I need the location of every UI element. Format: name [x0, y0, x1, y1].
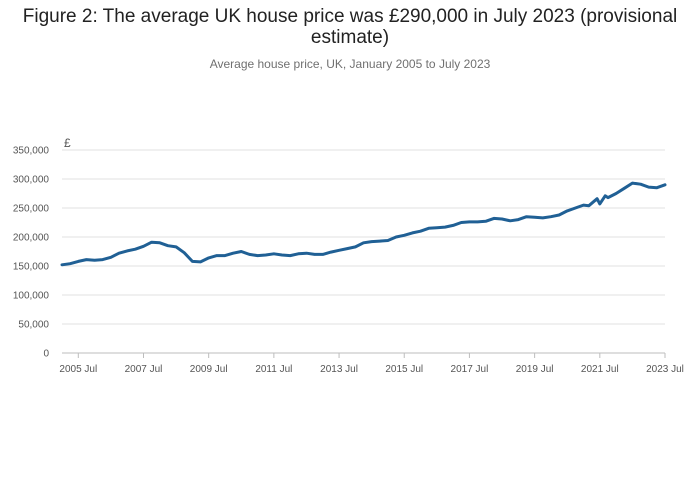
y-axis-unit: £: [64, 136, 71, 150]
series-line-average-house-price: [60, 181, 667, 267]
x-tick-label: 2015 Jul: [385, 364, 423, 375]
x-tick-label: 2013 Jul: [320, 364, 358, 375]
chart-title: Figure 2: The average UK house price was…: [22, 6, 678, 48]
x-tick-label: 2009 Jul: [190, 364, 228, 375]
y-tick-label: 250,000: [13, 204, 50, 215]
x-tick-label: 2017 Jul: [451, 364, 489, 375]
y-tick-label: 350,000: [13, 146, 50, 157]
y-tick-label: 150,000: [13, 262, 50, 273]
x-axis-ticks: 2005 Jul 2007 Jul 2009 Jul 2011 Jul 2013 Jul…: [59, 353, 684, 375]
x-tick-label: 2021 Jul: [581, 364, 619, 375]
x-tick-label: 2019 Jul: [516, 364, 554, 375]
y-tick-label: 100,000: [13, 291, 50, 302]
y-tick-label: 0: [43, 349, 49, 360]
x-tick-label: 2007 Jul: [125, 364, 163, 375]
x-tick-label: 2011 Jul: [255, 364, 292, 375]
x-tick-label: 2023 Jul: [646, 364, 684, 375]
x-tick-label: 2005 Jul: [59, 364, 97, 375]
y-tick-label: 300,000: [13, 175, 50, 186]
chart-subtitle: Average house price, UK, January 2005 to…: [209, 57, 491, 71]
y-axis-ticks: 0 50,000 100,000 150,000 200,000 250,000 300,0…: [13, 146, 50, 360]
series-group: [60, 181, 667, 267]
gridlines: [62, 149, 665, 354]
y-tick-label: 50,000: [18, 320, 49, 331]
y-tick-label: 200,000: [13, 233, 50, 244]
